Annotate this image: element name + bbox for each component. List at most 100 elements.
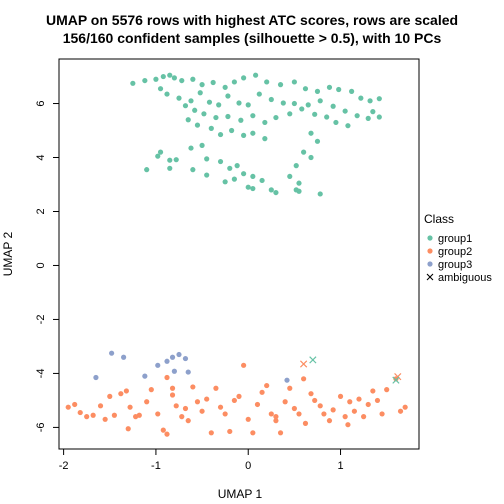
x-axis: -2 -1 0 1: [59, 449, 344, 472]
group2-point: [127, 404, 133, 410]
group2-point: [308, 391, 314, 397]
legend-label-group3: group3: [438, 259, 472, 271]
chart-title-line1: UMAP on 5576 rows with highest ATC score…: [46, 12, 458, 28]
group1-point: [305, 102, 311, 108]
group1-point: [234, 163, 240, 169]
group2-point: [90, 412, 96, 418]
group2-point: [379, 411, 385, 417]
group1-point: [210, 79, 216, 86]
group3-point: [171, 368, 177, 374]
group1-point: [317, 191, 323, 197]
group2-point: [148, 387, 154, 393]
group1-point: [376, 114, 382, 120]
group2-point: [118, 391, 124, 397]
group2-point: [77, 409, 83, 416]
group1-point: [250, 185, 256, 192]
group1-point: [287, 173, 293, 180]
group2-point: [97, 403, 104, 409]
group2-point: [213, 385, 219, 391]
group2-point: [190, 384, 196, 390]
group1-point: [130, 80, 136, 86]
group2-point: [199, 408, 205, 414]
group2-point: [287, 385, 293, 391]
group1-point: [324, 114, 330, 120]
group1-point: [250, 173, 256, 180]
group2-point: [345, 422, 351, 428]
group1-point: [153, 76, 159, 82]
group1-point: [349, 88, 355, 94]
group1-point: [250, 113, 256, 119]
group1-point: [231, 176, 237, 182]
group2-point: [397, 408, 404, 414]
y-tick-label: -6: [35, 423, 47, 433]
group2-point: [347, 399, 353, 405]
group1-point: [173, 157, 179, 163]
group1-point: [376, 96, 382, 102]
group1-point: [206, 99, 213, 105]
x-axis-label: UMAP 1: [218, 487, 263, 501]
group2-point: [164, 431, 170, 437]
group1-point: [317, 98, 323, 104]
group1-point: [312, 111, 318, 117]
group1-point: [253, 72, 259, 78]
group2-point: [374, 397, 381, 404]
group1-point: [245, 184, 251, 190]
group2-point: [365, 401, 371, 408]
group2-point: [291, 405, 297, 412]
legend-label-group2: group2: [438, 246, 472, 258]
ambiguous-point: [392, 376, 400, 384]
group2-point: [169, 392, 176, 398]
ambiguous-point: [309, 356, 317, 364]
group1-point: [204, 156, 210, 162]
group2-point: [250, 430, 256, 436]
group2-point: [173, 403, 179, 409]
group1-point: [204, 172, 210, 178]
group1-point: [273, 114, 279, 121]
group3-point: [284, 377, 290, 383]
group1-point: [296, 180, 302, 186]
group1-point: [179, 77, 185, 84]
group1-point: [217, 158, 224, 165]
group1-point: [245, 102, 251, 108]
group1-point: [280, 100, 286, 106]
y-tick-label: -4: [35, 369, 47, 379]
group2-point: [179, 414, 185, 420]
group1-point: [176, 95, 182, 101]
group1-point: [199, 82, 205, 88]
group1-point: [302, 86, 309, 92]
group1-point: [301, 149, 307, 155]
group1-point: [190, 76, 196, 82]
group2-point: [164, 374, 170, 381]
group1-point: [222, 84, 228, 90]
group2-point: [351, 408, 357, 414]
group1-point: [167, 157, 173, 163]
plot-area: [58, 58, 420, 450]
group1-point: [241, 132, 247, 138]
group1-point: [188, 145, 194, 151]
group2-point: [222, 411, 228, 417]
ambiguous-point: [299, 360, 308, 368]
group2-point: [370, 388, 376, 394]
group1-point: [336, 86, 342, 93]
legend-marker-ambiguous: [426, 273, 434, 281]
group2-point: [337, 393, 344, 399]
group1-point: [217, 131, 224, 138]
group2-point: [227, 428, 233, 435]
group2-point: [326, 418, 333, 424]
group1-point: [225, 93, 231, 99]
group2-point: [208, 430, 214, 436]
group2-point: [361, 414, 367, 420]
x-tick-label: -1: [151, 460, 161, 472]
group1-point: [256, 91, 262, 97]
group2-point: [330, 407, 336, 413]
group2-point: [245, 416, 251, 422]
group1-point: [291, 79, 297, 85]
group1-point: [333, 119, 339, 126]
group1-point: [188, 98, 194, 104]
group1-point: [241, 75, 247, 81]
group1-point: [370, 109, 376, 115]
group1-point: [287, 111, 293, 117]
group1-point: [314, 88, 321, 94]
group1-point: [144, 167, 150, 173]
